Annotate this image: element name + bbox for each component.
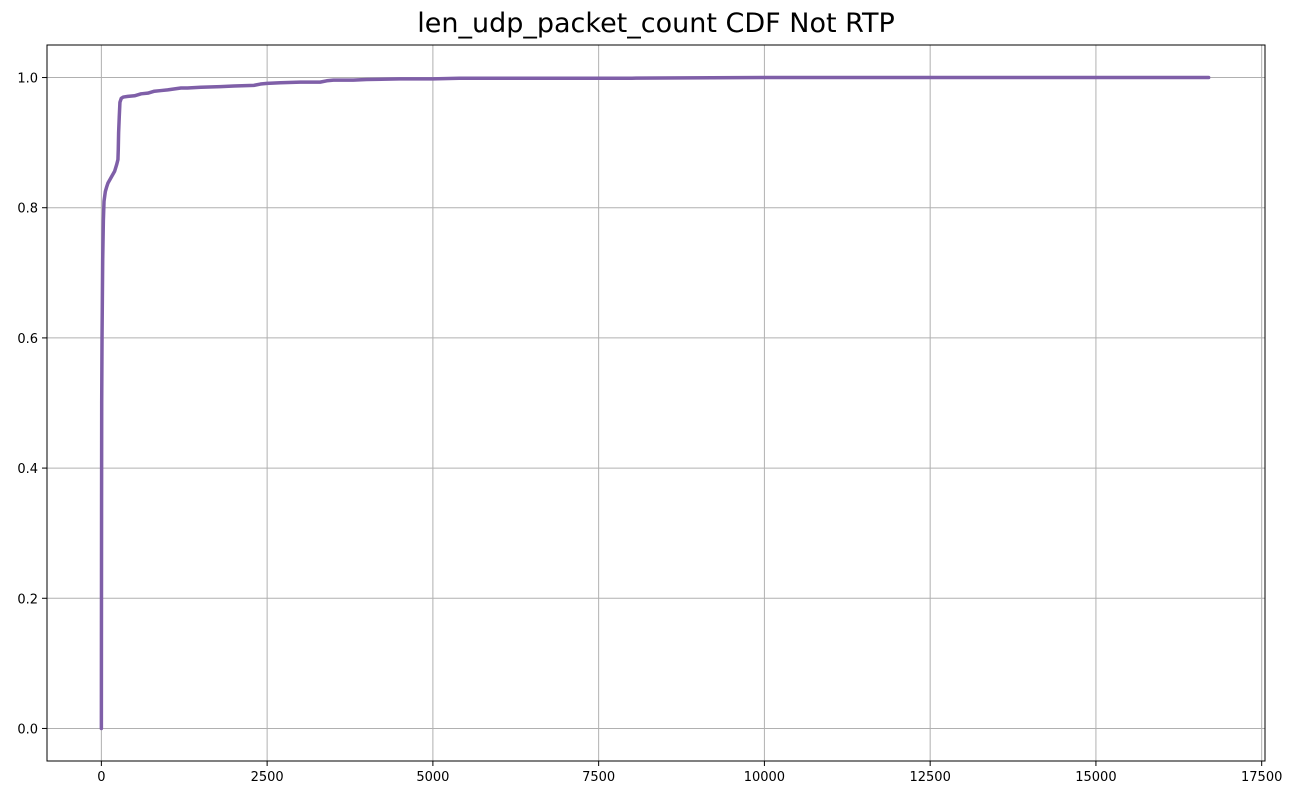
plot-frame [46,44,1266,762]
x-tick-label: 12500 [909,770,950,785]
y-tick-label: 0.0 [17,722,38,737]
x-tick-label: 15000 [1075,770,1116,785]
x-tick-label: 17500 [1241,770,1282,785]
x-tick-label: 2500 [251,770,284,785]
y-tick-label: 0.4 [17,462,38,477]
y-tick-label: 0.8 [17,202,38,217]
x-tick-label: 7500 [582,770,615,785]
x-axis-ticks: 0 2500 5000 7500 10000 12500 15000 17500 [97,761,1282,785]
grid-lines [47,45,1265,761]
y-tick-label: 1.0 [17,72,38,87]
y-axis-ticks: 0.0 0.2 0.4 0.6 0.8 1.0 [17,72,47,737]
cdf-series-line [99,75,1211,731]
series-group [99,75,1211,731]
x-tick-label: 5000 [416,770,449,785]
chart-title: len_udp_packet_count CDF Not RTP [417,8,895,39]
x-tick-label: 10000 [744,770,785,785]
x-tick-label: 0 [97,770,105,785]
y-tick-label: 0.6 [17,332,38,347]
y-tick-label: 0.2 [17,592,38,607]
